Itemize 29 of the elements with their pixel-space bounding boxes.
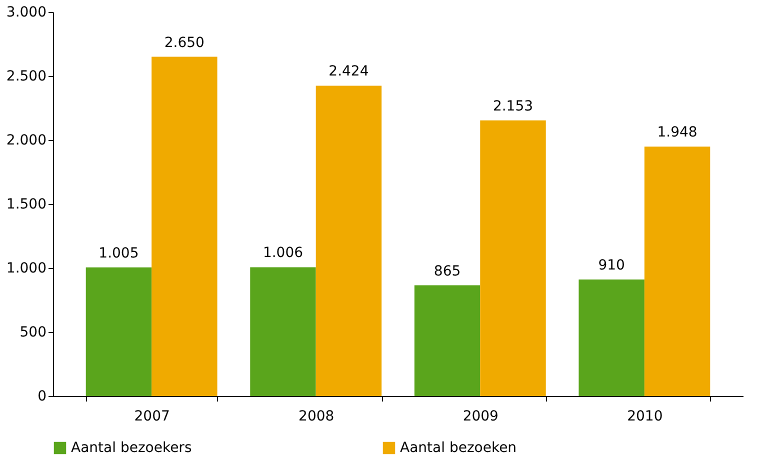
bar: [152, 56, 218, 396]
data-label: 2.650: [164, 34, 204, 51]
bar: [644, 146, 710, 396]
y-tick-label: 0: [38, 388, 46, 404]
data-label: 1.948: [657, 124, 698, 141]
y-tick-label: 2.000: [6, 132, 46, 148]
bar: [86, 267, 152, 396]
x-tick-label: 2008: [298, 408, 334, 424]
legend-label: Aantal bezoeken: [400, 440, 517, 456]
bar: [414, 285, 480, 396]
data-label: 1.006: [262, 245, 304, 262]
bar: [250, 267, 316, 396]
legend-label: Aantal bezoekers: [71, 440, 192, 456]
y-tick-label: 500: [20, 324, 46, 340]
data-label: 865: [434, 263, 461, 280]
x-tick-label: 2007: [134, 408, 170, 424]
bar: [316, 86, 382, 396]
y-tick-label: 1.500: [6, 196, 46, 212]
data-label: 1.005: [98, 245, 139, 262]
y-tick-label: 3.000: [6, 4, 46, 20]
x-tick-label: 2009: [462, 408, 498, 424]
data-label: 2.153: [492, 98, 534, 114]
y-tick-label: 1.000: [6, 260, 46, 276]
x-tick-label: 2010: [627, 408, 663, 424]
y-tick-label: 2.500: [6, 68, 46, 84]
data-label: 910: [598, 258, 625, 274]
bar: [578, 280, 644, 396]
bar: [480, 120, 546, 396]
data-label: 2.424: [328, 64, 369, 80]
